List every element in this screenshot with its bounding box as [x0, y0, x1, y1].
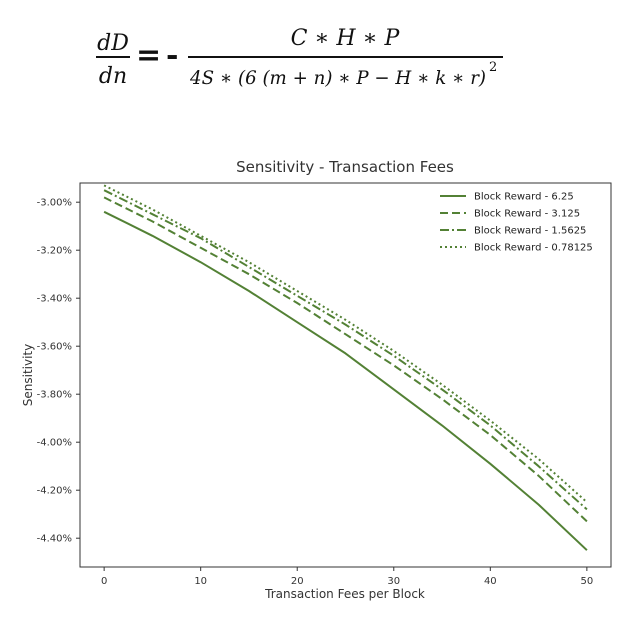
formula: dD dn = - C ∗ H ∗ P 4S ∗ (6 (m + n) ∗ P …: [96, 26, 503, 89]
x-axis-label: Transaction Fees per Block: [264, 587, 425, 601]
x-tick-label: 20: [291, 576, 304, 587]
series-group: [103, 184, 588, 551]
formula-equals: =: [136, 38, 161, 73]
formula-lhs-denominator: dn: [99, 64, 127, 89]
series-line-1: [103, 210, 588, 551]
x-tick-label: 30: [387, 576, 400, 587]
chart-title: Sensitivity - Transaction Fees: [236, 158, 454, 176]
formula-lhs-numerator: dD: [97, 31, 129, 56]
plot-area: [79, 182, 612, 568]
series-line-4: [103, 184, 588, 503]
series-line-3: [103, 189, 588, 511]
y-tick-label: -3.80%: [37, 390, 72, 401]
x-tick-label: 10: [194, 576, 207, 587]
legend-label-3: Block Reward - 1.5625: [474, 226, 586, 237]
y-tick-label: -3.00%: [37, 198, 72, 209]
y-tick-label: -3.60%: [37, 342, 72, 353]
formula-minus: -: [166, 38, 178, 73]
x-tick-label: 40: [484, 576, 497, 587]
y-tick-label: -3.20%: [37, 246, 72, 257]
y-tick-label: -3.40%: [37, 294, 72, 305]
legend-label-1: Block Reward - 6.25: [474, 192, 574, 203]
legend: Block Reward - 6.25 Block Reward - 3.125 B…: [440, 192, 593, 254]
series-line-2: [103, 196, 588, 523]
x-axis: 0 10 20 30 40 50: [101, 567, 593, 587]
y-axis: -3.00% -3.20% -3.40% -3.60% -3.80% -4.00% -4.2…: [37, 198, 80, 545]
y-tick-label: -4.40%: [37, 534, 72, 545]
y-tick-label: -4.00%: [37, 438, 72, 449]
formula-rhs-numerator: C ∗ H ∗ P: [291, 26, 401, 51]
y-axis-label: Sensitivity: [21, 344, 35, 406]
legend-label-2: Block Reward - 3.125: [474, 209, 580, 220]
y-tick-label: -4.20%: [37, 486, 72, 497]
x-tick-label: 0: [101, 576, 107, 587]
formula-exponent: 2: [489, 60, 497, 75]
formula-rhs-denominator: 4S ∗ (6 (m + n) ∗ P − H ∗ k ∗ r): [189, 67, 486, 89]
x-tick-label: 50: [580, 576, 593, 587]
chart: Sensitivity - Transaction Fees 0 10 20 30 40…: [21, 158, 612, 601]
legend-label-4: Block Reward - 0.78125: [474, 243, 593, 254]
